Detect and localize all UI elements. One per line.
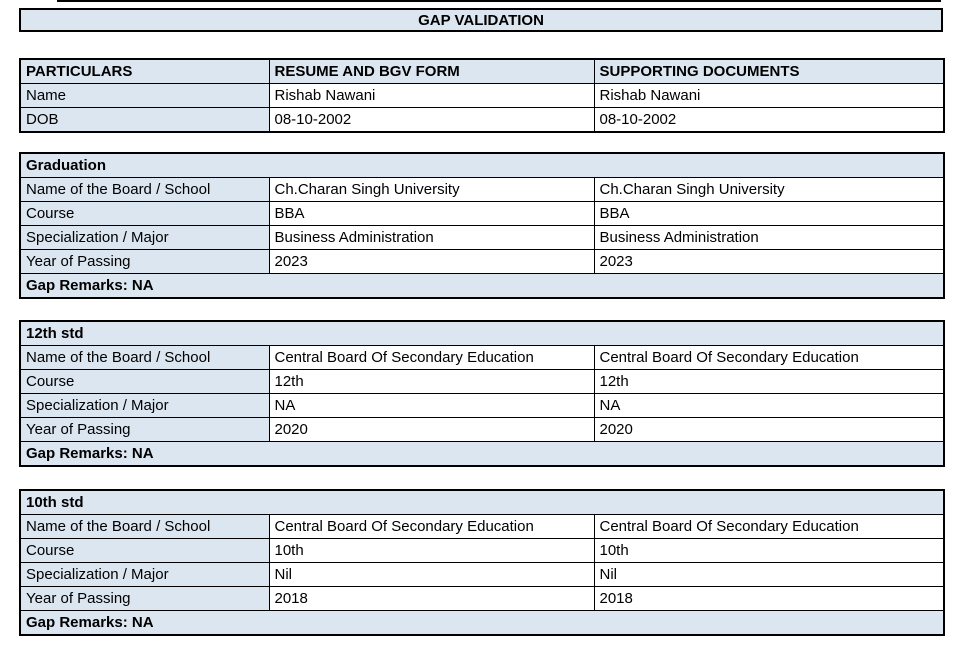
row-label-board-school: Name of the Board / School xyxy=(19,177,270,202)
section-heading-12th-std: 12th std xyxy=(19,320,945,346)
table-row: Specialization / Major Business Administ… xyxy=(19,225,945,250)
section-heading-row: Graduation xyxy=(19,152,945,178)
row-label-name: Name xyxy=(19,83,270,108)
specialization-supporting-value: Business Administration xyxy=(593,225,945,250)
row-label-specialization: Specialization / Major xyxy=(19,562,270,587)
row-label-year-of-passing: Year of Passing xyxy=(19,417,270,442)
specialization-supporting-value: NA xyxy=(593,393,945,418)
board-supporting-value: Central Board Of Secondary Education xyxy=(593,514,945,539)
course-resume-value: 12th xyxy=(268,369,595,394)
table-row: Year of Passing 2020 2020 xyxy=(19,417,945,442)
section-heading-10th-std: 10th std xyxy=(19,489,945,515)
specialization-resume-value: Nil xyxy=(268,562,595,587)
course-resume-value: 10th xyxy=(268,538,595,563)
year-supporting-value: 2018 xyxy=(593,586,945,611)
table-row: Specialization / Major NA NA xyxy=(19,393,945,418)
table-row: Course 10th 10th xyxy=(19,538,945,563)
twelfth-std-table: 12th std Name of the Board / School Cent… xyxy=(19,320,946,467)
row-label-course: Course xyxy=(19,538,270,563)
row-label-course: Course xyxy=(19,201,270,226)
header-supporting-documents: SUPPORTING DOCUMENTS xyxy=(593,58,945,84)
name-supporting-value: Rishab Nawani xyxy=(593,83,945,108)
row-label-year-of-passing: Year of Passing xyxy=(19,586,270,611)
dob-supporting-value: 08-10-2002 xyxy=(593,107,945,133)
board-resume-value: Ch.Charan Singh University xyxy=(268,177,595,202)
row-label-dob: DOB xyxy=(19,107,270,133)
year-supporting-value: 2023 xyxy=(593,249,945,274)
section-heading-row: 12th std xyxy=(19,320,945,346)
table-row: Course BBA BBA xyxy=(19,201,945,226)
course-supporting-value: 12th xyxy=(593,369,945,394)
gap-remarks-graduation: Gap Remarks: NA xyxy=(19,273,945,299)
dob-resume-value: 08-10-2002 xyxy=(268,107,595,133)
particulars-table: PARTICULARS RESUME AND BGV FORM SUPPORTI… xyxy=(19,58,945,133)
tenth-std-table: 10th std Name of the Board / School Cent… xyxy=(19,489,946,636)
table-row: Year of Passing 2023 2023 xyxy=(19,249,945,274)
board-supporting-value: Central Board Of Secondary Education xyxy=(593,345,945,370)
year-resume-value: 2018 xyxy=(268,586,595,611)
specialization-resume-value: NA xyxy=(268,393,595,418)
section-heading-graduation: Graduation xyxy=(19,152,945,178)
gap-remarks-row: Gap Remarks: NA xyxy=(19,273,945,299)
specialization-resume-value: Business Administration xyxy=(268,225,595,250)
name-resume-value: Rishab Nawani xyxy=(268,83,595,108)
row-label-year-of-passing: Year of Passing xyxy=(19,249,270,274)
row-label-board-school: Name of the Board / School xyxy=(19,345,270,370)
course-supporting-value: 10th xyxy=(593,538,945,563)
course-supporting-value: BBA xyxy=(593,201,945,226)
gap-remarks-10th-std: Gap Remarks: NA xyxy=(19,610,945,636)
table-row: Name of the Board / School Central Board… xyxy=(19,514,945,539)
section-heading-row: 10th std xyxy=(19,489,945,515)
table-row: Name of the Board / School Central Board… xyxy=(19,345,945,370)
graduation-table: Graduation Name of the Board / School Ch… xyxy=(19,152,946,299)
table-row: Course 12th 12th xyxy=(19,369,945,394)
table-row: Year of Passing 2018 2018 xyxy=(19,586,945,611)
year-resume-value: 2020 xyxy=(268,417,595,442)
gap-remarks-row: Gap Remarks: NA xyxy=(19,610,945,636)
table-row: Specialization / Major Nil Nil xyxy=(19,562,945,587)
table-row: DOB 08-10-2002 08-10-2002 xyxy=(19,107,945,133)
specialization-supporting-value: Nil xyxy=(593,562,945,587)
row-label-course: Course xyxy=(19,369,270,394)
row-label-board-school: Name of the Board / School xyxy=(19,514,270,539)
table-header-row: PARTICULARS RESUME AND BGV FORM SUPPORTI… xyxy=(19,58,945,84)
header-particulars: PARTICULARS xyxy=(19,58,270,84)
gap-remarks-row: Gap Remarks: NA xyxy=(19,441,945,467)
course-resume-value: BBA xyxy=(268,201,595,226)
board-resume-value: Central Board Of Secondary Education xyxy=(268,514,595,539)
header-resume-bgv-form: RESUME AND BGV FORM xyxy=(268,58,595,84)
document-title-bar: GAP VALIDATION xyxy=(19,8,943,32)
board-resume-value: Central Board Of Secondary Education xyxy=(268,345,595,370)
row-label-specialization: Specialization / Major xyxy=(19,393,270,418)
table-row: Name of the Board / School Ch.Charan Sin… xyxy=(19,177,945,202)
board-supporting-value: Ch.Charan Singh University xyxy=(593,177,945,202)
row-label-specialization: Specialization / Major xyxy=(19,225,270,250)
gap-remarks-12th-std: Gap Remarks: NA xyxy=(19,441,945,467)
year-supporting-value: 2020 xyxy=(593,417,945,442)
table-row: Name Rishab Nawani Rishab Nawani xyxy=(19,83,945,108)
page-title: GAP VALIDATION xyxy=(418,11,544,29)
cropped-row-border-line xyxy=(57,0,941,2)
year-resume-value: 2023 xyxy=(268,249,595,274)
